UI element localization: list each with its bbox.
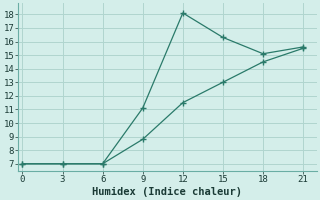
X-axis label: Humidex (Indice chaleur): Humidex (Indice chaleur): [92, 186, 243, 197]
